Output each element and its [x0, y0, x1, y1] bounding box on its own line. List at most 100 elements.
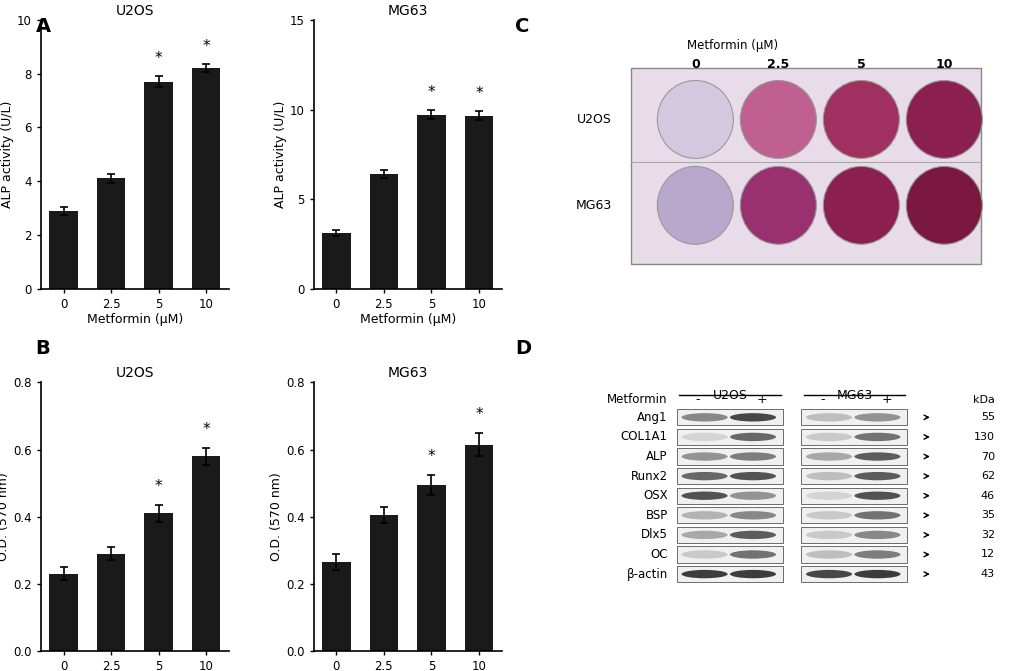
Ellipse shape: [905, 166, 981, 244]
Ellipse shape: [854, 452, 900, 461]
Ellipse shape: [730, 452, 775, 461]
Bar: [465, 116, 493, 289]
Bar: [801, 448, 907, 464]
Text: D: D: [515, 339, 531, 358]
Bar: [801, 527, 907, 543]
Text: ALP: ALP: [646, 450, 667, 463]
Bar: [677, 507, 783, 523]
Bar: [192, 456, 220, 651]
Text: 55: 55: [980, 413, 994, 422]
Ellipse shape: [730, 570, 775, 578]
Ellipse shape: [730, 511, 775, 519]
Title: MG63: MG63: [387, 366, 427, 380]
Title: U2OS: U2OS: [115, 3, 154, 17]
Title: MG63: MG63: [387, 3, 427, 17]
Text: COL1A1: COL1A1: [621, 430, 667, 444]
Bar: [677, 429, 783, 445]
Bar: [677, 527, 783, 543]
Text: Runx2: Runx2: [630, 470, 667, 482]
Bar: [417, 115, 445, 289]
Bar: [801, 429, 907, 445]
Ellipse shape: [681, 531, 727, 539]
Bar: [465, 444, 493, 651]
Bar: [801, 409, 907, 425]
Text: *: *: [202, 39, 210, 54]
Text: OC: OC: [649, 548, 667, 561]
Bar: [801, 546, 907, 562]
Bar: [677, 448, 783, 464]
Y-axis label: ALP activity (U/L): ALP activity (U/L): [274, 101, 286, 208]
Ellipse shape: [822, 166, 899, 244]
Bar: [801, 488, 907, 504]
Text: 10: 10: [934, 58, 952, 70]
Text: -: -: [695, 393, 699, 407]
Text: 43: 43: [980, 569, 994, 579]
Bar: [369, 174, 397, 289]
Bar: [145, 513, 172, 651]
Ellipse shape: [681, 413, 727, 421]
Bar: [369, 515, 397, 651]
Text: OSX: OSX: [642, 489, 667, 502]
Ellipse shape: [805, 531, 851, 539]
Text: Ang1: Ang1: [637, 411, 667, 424]
Ellipse shape: [681, 472, 727, 480]
Text: *: *: [475, 407, 482, 422]
Text: Metformin: Metformin: [606, 393, 667, 407]
Y-axis label: O.D. (570 nm): O.D. (570 nm): [270, 472, 283, 561]
Ellipse shape: [805, 492, 851, 500]
Text: BSP: BSP: [645, 509, 667, 522]
Text: 2.5: 2.5: [766, 58, 789, 70]
Ellipse shape: [905, 81, 981, 158]
Bar: [677, 488, 783, 504]
Text: 70: 70: [980, 452, 994, 462]
Ellipse shape: [854, 472, 900, 480]
Ellipse shape: [740, 166, 815, 244]
Ellipse shape: [730, 413, 775, 421]
X-axis label: Metformin (μM): Metformin (μM): [360, 313, 455, 326]
Bar: [49, 574, 77, 651]
Ellipse shape: [854, 511, 900, 519]
Bar: [801, 507, 907, 523]
Text: 35: 35: [980, 511, 994, 520]
Ellipse shape: [822, 81, 899, 158]
Ellipse shape: [805, 511, 851, 519]
Text: 130: 130: [973, 432, 994, 442]
Ellipse shape: [730, 472, 775, 480]
Ellipse shape: [730, 531, 775, 539]
Bar: [801, 468, 907, 484]
Bar: [145, 82, 172, 289]
Ellipse shape: [740, 81, 815, 158]
Bar: [417, 484, 445, 651]
Text: *: *: [155, 51, 162, 66]
Bar: [677, 566, 783, 582]
Ellipse shape: [854, 550, 900, 559]
Ellipse shape: [805, 550, 851, 559]
Ellipse shape: [681, 433, 727, 441]
Ellipse shape: [730, 492, 775, 500]
Text: MG63: MG63: [836, 389, 871, 402]
Ellipse shape: [681, 492, 727, 500]
Ellipse shape: [805, 472, 851, 480]
Text: B: B: [36, 339, 50, 358]
Text: *: *: [475, 86, 482, 101]
Text: MG63: MG63: [576, 199, 611, 212]
Text: C: C: [515, 17, 529, 36]
Text: Metformin (μM): Metformin (μM): [686, 39, 777, 52]
Y-axis label: O.D. (570 nm): O.D. (570 nm): [0, 472, 10, 561]
Ellipse shape: [805, 433, 851, 441]
Text: Dlx5: Dlx5: [640, 528, 667, 541]
Text: 12: 12: [980, 550, 994, 560]
Text: 46: 46: [980, 491, 994, 501]
Text: *: *: [202, 422, 210, 437]
Text: A: A: [36, 17, 51, 36]
Bar: [677, 546, 783, 562]
Ellipse shape: [681, 550, 727, 559]
Ellipse shape: [854, 492, 900, 500]
Ellipse shape: [854, 413, 900, 421]
Ellipse shape: [681, 570, 727, 578]
Bar: [97, 554, 125, 651]
Ellipse shape: [656, 81, 733, 158]
Text: 62: 62: [980, 471, 994, 481]
Bar: [677, 468, 783, 484]
Bar: [192, 68, 220, 289]
